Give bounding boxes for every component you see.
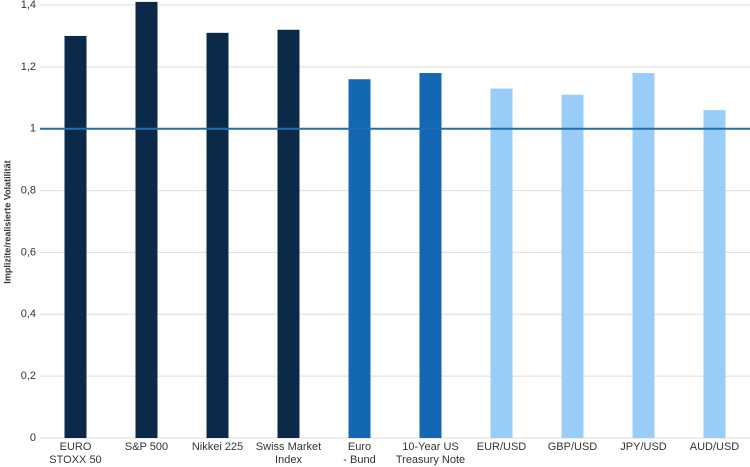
x-tick-label: JPY/USD	[620, 441, 667, 453]
x-tick-label: 10-Year US Treasury Note	[395, 441, 466, 466]
x-tick-label: EUR/USD	[476, 441, 527, 453]
bar	[277, 29, 300, 438]
bar	[632, 73, 655, 439]
bar	[703, 110, 726, 439]
bar	[561, 94, 584, 438]
bar	[135, 1, 158, 439]
x-tick-label: EURO STOXX 50	[49, 441, 102, 466]
y-tick-label: 1	[30, 123, 36, 135]
x-tick-label: GBP/USD	[547, 441, 598, 453]
bar	[64, 35, 87, 439]
bar	[206, 32, 229, 438]
x-tick-label: Swiss Market Index	[255, 441, 322, 466]
y-tick-label: 0,8	[21, 184, 36, 196]
x-tick-label: Nikkei 225	[191, 441, 244, 453]
bar	[419, 73, 442, 439]
x-tick-label: AUD/USD	[689, 441, 740, 453]
bar	[490, 88, 513, 438]
bar	[348, 79, 371, 438]
y-tick-label: 1,4	[21, 0, 36, 11]
y-tick-label: 0,2	[21, 370, 36, 382]
y-tick-label: 1,2	[21, 61, 36, 73]
y-tick-label: 0,6	[21, 246, 36, 258]
y-axis-label: Implizite/realisierte Volatilität	[2, 160, 12, 283]
y-tick-label: 0	[30, 432, 36, 444]
x-tick-label: S&P 500	[124, 441, 169, 453]
x-tick-label: Euro - Bund	[343, 441, 376, 466]
y-tick-label: 0,4	[21, 308, 36, 320]
